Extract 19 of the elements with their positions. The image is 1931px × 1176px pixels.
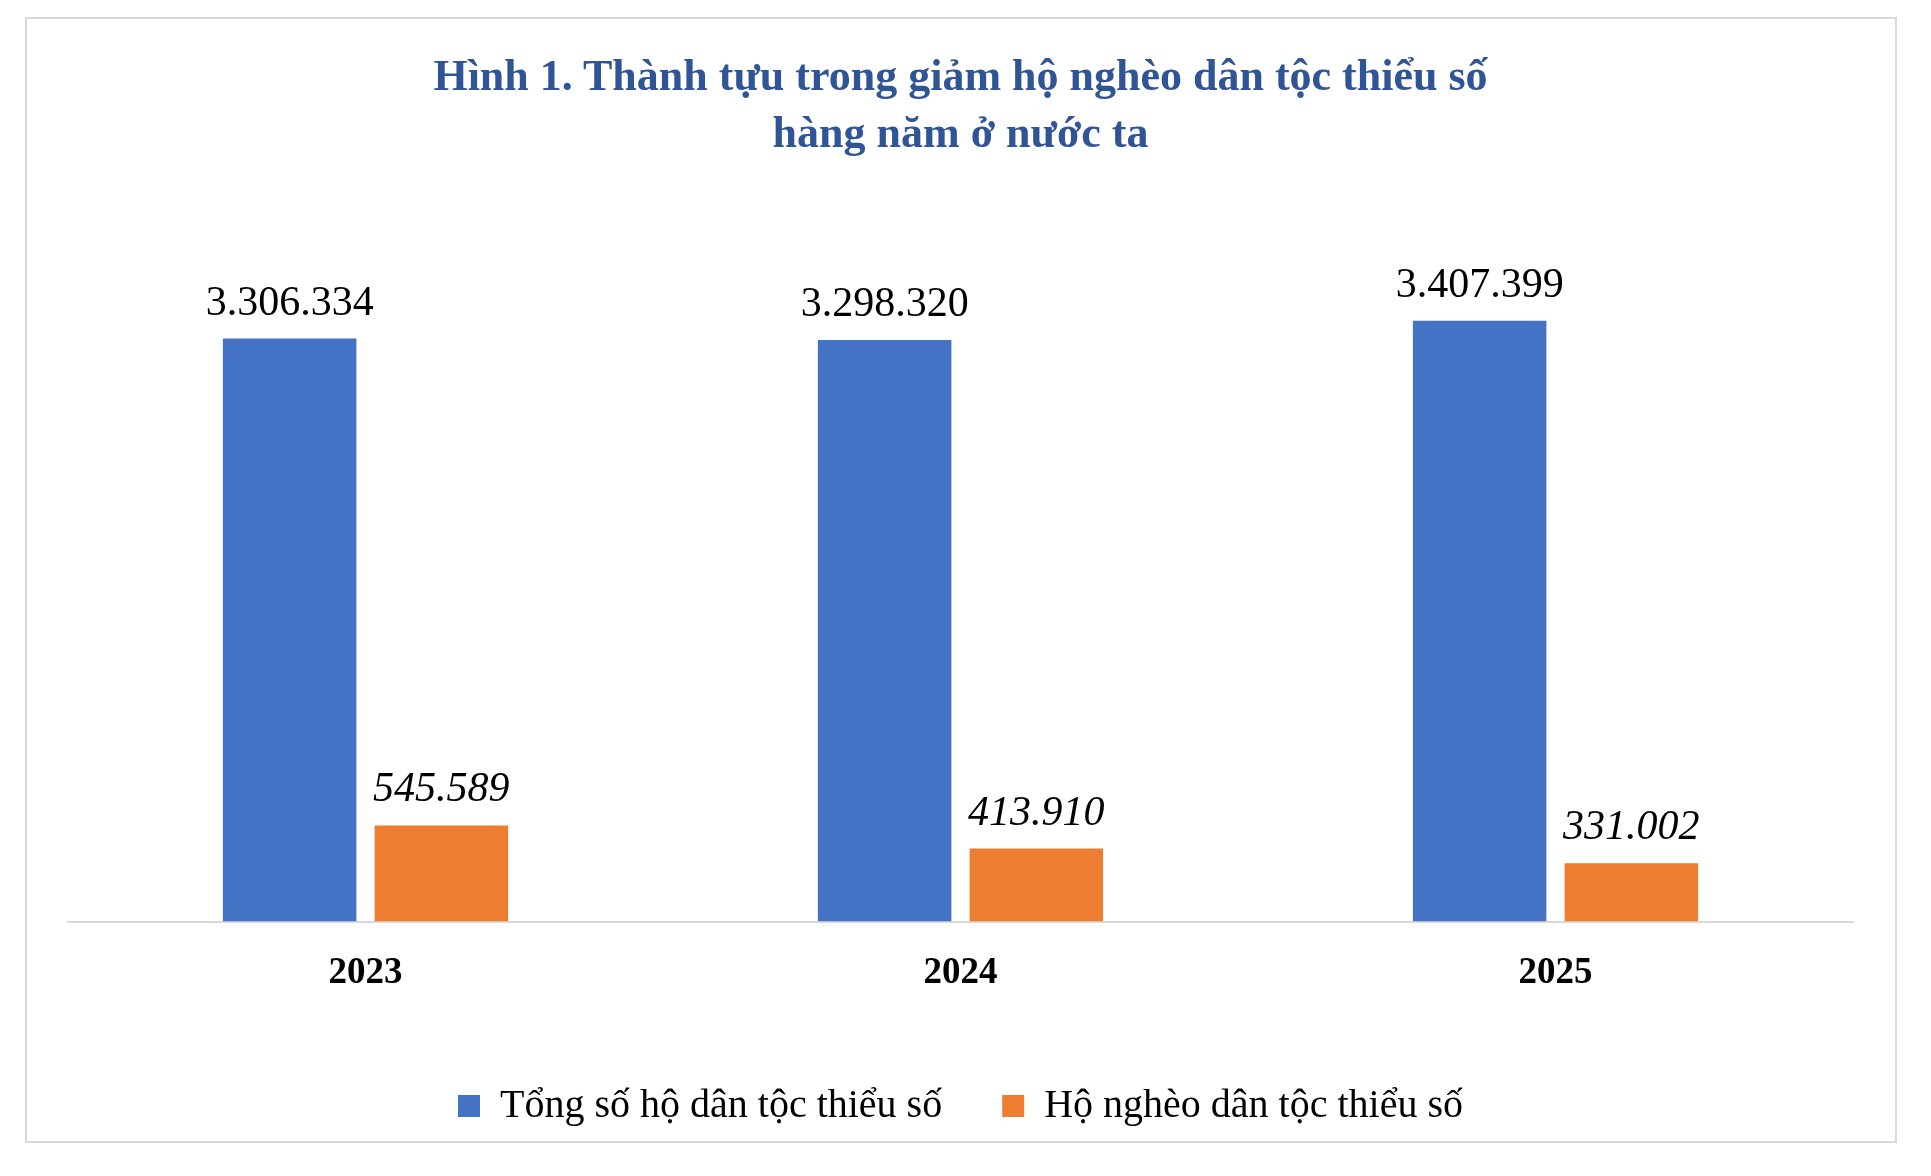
text: Hình 1. Thành tựu trong giảm hộ nghèo dân tộc thiểu số — [433, 50, 1488, 100]
bar — [222, 338, 357, 922]
data-label: 3.298.320 — [800, 279, 969, 325]
data-label: 413.910 — [968, 787, 1105, 834]
data-label: 331.002 — [1562, 802, 1700, 849]
bar — [969, 848, 1104, 922]
bar — [1564, 863, 1699, 922]
legend-label: Tổng số hộ dân tộc thiểu số — [500, 1080, 943, 1126]
text: hàng năm ở nước ta — [772, 108, 1149, 158]
x-tick-label: 2024 — [923, 950, 998, 992]
bar — [374, 825, 509, 922]
bar — [1412, 320, 1547, 922]
x-tick-label: 2025 — [1518, 950, 1593, 992]
data-label: 545.589 — [373, 764, 510, 811]
bar — [817, 339, 952, 922]
data-label: 3.306.334 — [205, 277, 374, 324]
x-tick-label: 2023 — [328, 950, 403, 992]
data-label: 3.407.399 — [1395, 259, 1564, 306]
legend-label: Hộ nghèo dân tộc thiểu số — [1044, 1080, 1463, 1126]
